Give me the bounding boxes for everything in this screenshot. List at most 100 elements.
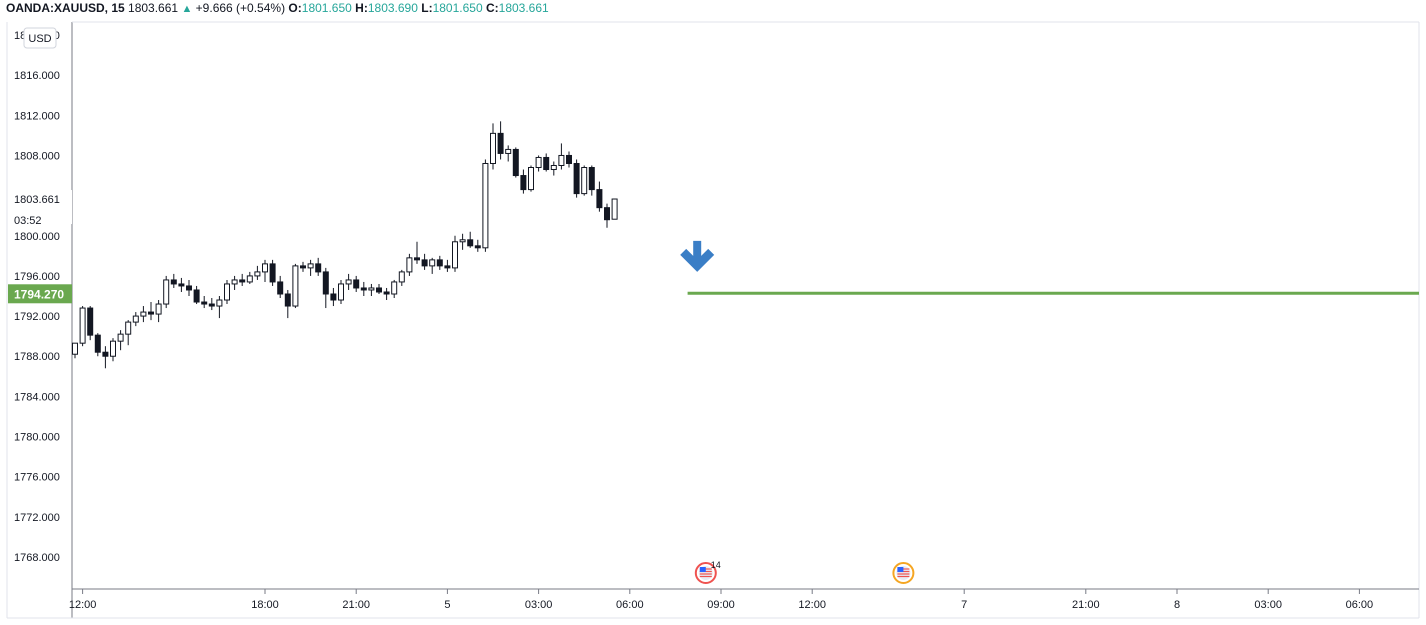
high-value: 1803.690 [367, 1, 418, 15]
chart-frame [6, 21, 1420, 619]
candle-body [140, 311, 147, 317]
candle-body [421, 259, 428, 267]
time-axis[interactable]: 12:00 18:00 21:00 5 03:00 06:00 09:00 12:00 7 21:… [69, 599, 1373, 611]
candle-body [482, 162, 489, 249]
triangle-up-icon: ▲ [181, 3, 193, 15]
x-tick-label: 03:00 [525, 599, 553, 611]
candle [307, 259, 314, 276]
candle [528, 165, 534, 192]
low-value: 1801.650 [432, 1, 483, 15]
candle [360, 281, 367, 296]
candle [224, 279, 230, 305]
y-tick-label: 1800.000 [14, 231, 60, 243]
y-tick-label: 1780.000 [14, 432, 60, 444]
candle-body [170, 279, 177, 285]
candle-body [474, 245, 481, 249]
x-tick-label: 21:00 [342, 599, 370, 611]
y-tick-label: 1776.000 [14, 472, 60, 484]
x-tick-label: 5 [444, 599, 450, 611]
y-tick-label: 1788.000 [14, 351, 60, 363]
candle-body [216, 299, 223, 307]
candle-body [231, 279, 238, 285]
y-tick-label: 1816.000 [14, 70, 60, 82]
x-tick-label: 09:00 [707, 599, 735, 611]
close-value: 1803.661 [498, 1, 549, 15]
candle [429, 257, 436, 274]
candle [170, 273, 177, 288]
close-label: C: [485, 1, 499, 15]
candle [148, 302, 154, 321]
candle [505, 145, 512, 162]
candle [353, 275, 360, 292]
candle [558, 143, 565, 170]
x-tick-label: 8 [1174, 599, 1180, 611]
candle [269, 259, 276, 286]
candle [186, 279, 192, 296]
y-tick-label: 1784.000 [14, 391, 60, 403]
candle [497, 121, 504, 160]
candle-body [345, 279, 352, 285]
y-tick-label: 1812.000 [14, 110, 60, 122]
candle [254, 265, 261, 280]
candle [391, 279, 398, 299]
candle [398, 269, 405, 286]
candle-body [246, 275, 253, 283]
symbol-name[interactable]: OANDA:XAUUSD, 15 [6, 1, 125, 15]
candle [208, 298, 215, 311]
candle [474, 239, 481, 252]
candle [512, 147, 519, 178]
candle-body [163, 279, 170, 305]
candle-body [102, 351, 109, 357]
x-tick-label: 12:00 [798, 599, 826, 611]
x-tick-label: 12:00 [69, 599, 97, 611]
candle [102, 346, 109, 369]
candles-layer [72, 121, 618, 369]
candle [178, 277, 185, 292]
candle [406, 253, 413, 276]
candle-body [406, 257, 413, 273]
candle-body [193, 289, 200, 303]
candle [262, 259, 268, 282]
flag-canton [699, 567, 706, 572]
candle-body [360, 287, 367, 291]
candle-body [178, 283, 185, 287]
candle [330, 287, 337, 307]
candle-body [490, 132, 496, 164]
candle [596, 181, 603, 212]
candle-body [436, 259, 443, 267]
high-label: H: [355, 1, 368, 15]
candle [300, 261, 306, 272]
candle [72, 342, 78, 359]
candle [482, 159, 489, 252]
y-tick-label: 1796.000 [14, 271, 60, 283]
candle-body [558, 154, 565, 166]
candle-body [224, 283, 230, 301]
x-tick-label: 18:00 [251, 599, 279, 611]
candle [490, 123, 496, 170]
candle-body [368, 287, 375, 291]
currency-button[interactable]: USD [23, 27, 57, 49]
candle-body [573, 162, 580, 195]
candle-body [520, 175, 527, 191]
candle-body [277, 281, 284, 295]
down-arrow-icon[interactable] [680, 240, 715, 272]
candle-body [414, 257, 420, 261]
candle [566, 151, 572, 168]
candle-body [391, 281, 398, 295]
events-layer[interactable]: 14 [694, 560, 915, 584]
low-label: L: [421, 1, 433, 15]
candle [573, 159, 580, 198]
candle-body [239, 279, 246, 283]
candle-body [292, 265, 299, 307]
candle-body [512, 148, 519, 177]
candle [338, 279, 344, 305]
current-price-label: 1803.661 03:52 [8, 190, 72, 227]
candle [292, 263, 299, 309]
y-tick-label: 1768.000 [14, 552, 60, 564]
candle-body [338, 283, 344, 301]
candle-body [186, 285, 192, 291]
candle-body [208, 303, 215, 307]
candle [239, 273, 246, 286]
price-axis[interactable]: 1768.000 1772.000 1776.000 1780.000 1784.000… [14, 30, 1360, 594]
